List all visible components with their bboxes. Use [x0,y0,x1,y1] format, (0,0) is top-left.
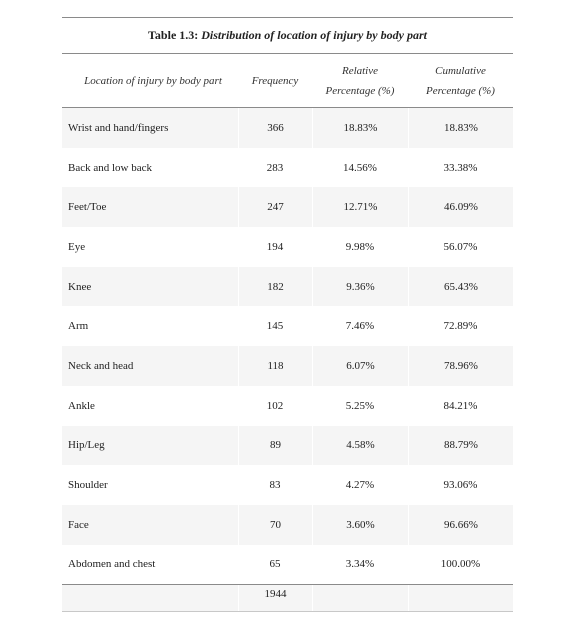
cell-frequency: 194 [266,240,284,253]
cell-cumulative: 18.83% [408,108,513,148]
cell-cumulative: 78.96% [408,346,513,386]
total-cumulative-cell [408,585,513,612]
cell-location: Back and low back [68,161,152,174]
cell-frequency: 247 [238,187,312,228]
table-row: Neck and head 118 6.07% 78.96% [62,346,513,386]
header-cumulative-line1: Cumulative [435,64,486,77]
cell-relative: 7.46% [345,320,375,333]
caption-rule [62,53,513,54]
cell-frequency: 145 [266,320,284,333]
cell-location: Hip/Leg [62,425,238,466]
injury-table: Table 1.3: Distribution of location of i… [62,17,513,613]
total-location-cell [62,585,238,611]
header-cumulative-line2: Percentage (%) [426,84,495,97]
table-row: Face 70 3.60% 96.66% [62,504,513,545]
cell-frequency: 65 [269,558,281,571]
cell-relative: 12.71% [312,187,408,228]
cell-frequency: 182 [238,266,312,307]
table-row: Back and low back 283 14.56% 33.38% [62,148,513,188]
cell-cumulative: 72.89% [443,320,478,333]
cell-frequency: 70 [238,504,312,545]
cell-relative: 3.34% [345,558,375,571]
cell-relative: 6.07% [312,346,408,386]
cell-cumulative: 93.06% [443,479,478,492]
table-body: Wrist and hand/fingers 366 18.83% 18.83% Bac… [62,108,513,584]
table-header: Location of injury by body part Frequenc… [62,54,513,107]
cell-frequency: 118 [238,346,312,386]
cell-relative: 4.58% [312,425,408,466]
cell-relative: 4.27% [345,479,375,492]
table-row: Wrist and hand/fingers 366 18.83% 18.83% [62,108,513,148]
cell-frequency: 83 [269,479,281,492]
header-location: Location of injury by body part [84,74,222,87]
cell-location: Arm [68,320,89,333]
cell-location: Feet/Toe [62,187,238,228]
cell-cumulative: 88.79% [408,425,513,466]
table-caption: Table 1.3: Distribution of location of i… [62,18,513,53]
total-relative-cell [312,585,408,612]
cell-location: Neck and head [62,346,238,386]
cell-location: Abdomen and chest [68,558,156,571]
header-relative-line1: Relative [341,64,379,77]
total-frequency: 1944 [238,585,312,612]
cell-frequency: 102 [266,399,284,412]
cell-relative: 3.60% [312,504,408,545]
cell-relative: 14.56% [343,161,377,174]
table-row: Arm 145 7.46% 72.89% [62,306,513,346]
table-row: Eye 194 9.98% 56.07% [62,227,513,267]
table-row: Ankle 102 5.25% 84.21% [62,386,513,426]
cell-location: Shoulder [68,479,108,492]
top-rule [62,17,513,18]
table-row: Shoulder 83 4.27% 93.06% [62,465,513,505]
header-relative-line2: Percentage (%) [325,84,395,97]
table-row: Feet/Toe 247 12.71% 46.09% [62,187,513,228]
cell-frequency: 283 [266,161,284,174]
cell-frequency: 89 [238,425,312,466]
cell-location: Eye [68,240,86,253]
caption-title: Distribution of location of injury by bo… [201,28,427,42]
caption-label: Table 1.3: [148,28,199,42]
cell-cumulative: 56.07% [443,240,478,253]
cell-cumulative: 96.66% [408,504,513,545]
cell-location: Face [62,504,238,545]
cell-location: Wrist and hand/fingers [62,108,238,148]
cell-cumulative: 46.09% [408,187,513,228]
cell-relative: 18.83% [312,108,408,148]
cell-relative: 9.36% [312,266,408,307]
cell-cumulative: 84.21% [443,399,478,412]
header-frequency: Frequency [251,74,299,87]
header-rule [62,107,513,108]
total-row: 1944 [62,585,513,612]
cell-cumulative: 100.00% [440,558,481,571]
table-row: Knee 182 9.36% 65.43% [62,266,513,307]
bottom-rule [62,584,513,586]
cell-location: Knee [62,266,238,307]
table-row: Abdomen and chest 65 3.34% 100.00% [62,545,513,585]
cell-relative: 9.98% [345,240,375,253]
end-rule [62,611,513,613]
cell-cumulative: 65.43% [408,266,513,307]
header-cumulative: Cumulative Percentage (%) [408,61,513,101]
header-relative: Relative Percentage (%) [312,61,408,101]
table-row: Hip/Leg 89 4.58% 88.79% [62,425,513,466]
cell-frequency: 366 [238,108,312,148]
cell-location: Ankle [68,399,95,412]
cell-relative: 5.25% [345,399,375,412]
cell-cumulative: 33.38% [443,161,478,174]
